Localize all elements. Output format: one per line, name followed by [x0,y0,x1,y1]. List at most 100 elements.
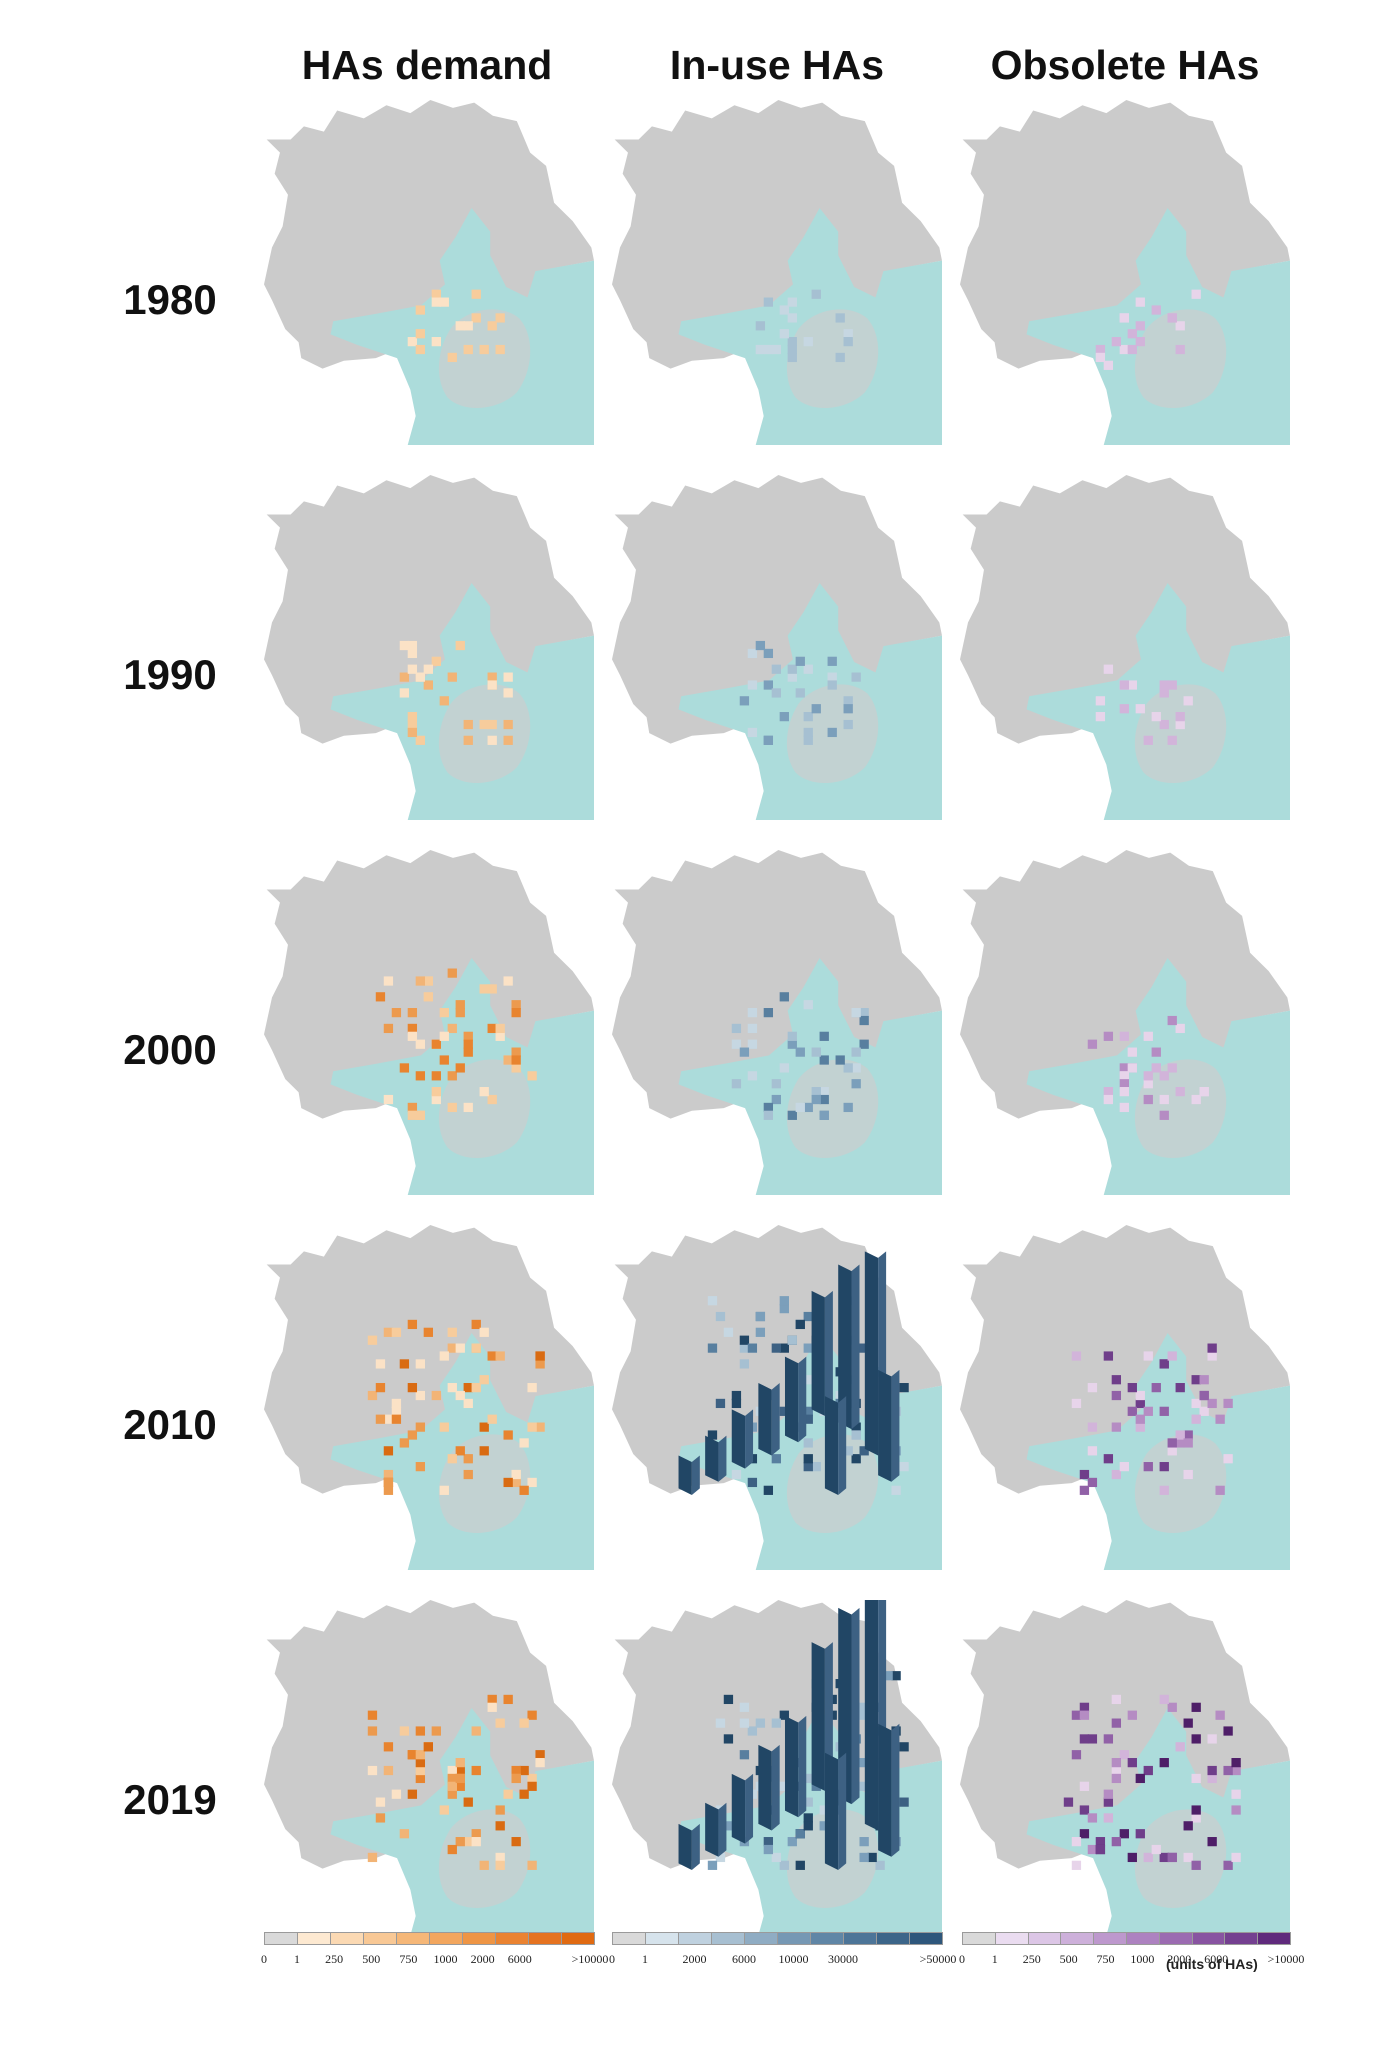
grid-cell [1175,1438,1185,1448]
grid-cell [399,1063,410,1073]
grid-cell [803,1375,813,1385]
grid-cell [471,1383,481,1393]
grid-cell [739,696,750,706]
grid-cell [471,1829,481,1839]
grid-cell [479,719,489,730]
grid-cell [503,976,513,986]
grid-cell [527,1710,537,1720]
grid-cell [415,976,426,986]
grid-cell [495,1860,505,1870]
grid-cell [1183,1821,1193,1831]
grid-cell [463,1031,473,1041]
legend-swatch [462,1932,496,1945]
grid-cell [511,1047,521,1057]
legend-tick-label: 1 [642,1952,648,1966]
grid-cell [527,1860,537,1870]
legend-swatch [264,1932,298,1945]
grid-cells [375,968,537,1120]
grid-cell [779,1296,789,1306]
grid-cell [431,1390,441,1401]
grid-cell [739,1335,750,1345]
grid-cell [511,1008,521,1018]
legend-swatch [429,1932,463,1945]
grid-cell [1111,1837,1122,1847]
grid-cell [1119,1063,1129,1073]
grid-cell [899,1797,909,1807]
grid-cell [835,313,845,323]
map-obsolete-2019 [960,1600,1290,1945]
grid-cell [455,1765,465,1776]
grid-cell [407,712,418,722]
grid-cell [503,1694,513,1705]
grid-cell [875,1860,885,1870]
grid-cell [367,1765,378,1776]
grid-cell [1135,1829,1145,1839]
grid-cell [1167,1015,1177,1026]
grid-cell [487,1702,497,1712]
grid-cell [891,1671,901,1681]
grid-cell [755,344,766,355]
grid-cell [1143,1852,1153,1863]
legend-tick-label: 250 [1022,1952,1041,1966]
grid-cell [1159,719,1169,730]
grid-cell [391,1008,402,1018]
grid-cell [383,1414,394,1424]
grid-cell [771,1718,781,1728]
grid-cells [407,289,505,363]
legend-swatch [1158,1932,1193,1945]
grid-cell [383,1485,394,1495]
grid-cell [811,704,821,714]
grid-cell [851,1079,861,1089]
grid-cell [787,297,797,307]
grid-cell [1135,321,1145,331]
grid-cell [1071,1710,1082,1720]
grid-cell [747,680,758,690]
legend-tick-label: 2000 [682,1952,707,1966]
grid-cell [415,1765,426,1776]
grid-cell [1103,1031,1114,1041]
grid-cell [1215,1414,1225,1424]
legend-swatch [876,1932,910,1945]
grid-cells [1063,1694,1241,1870]
grid-cell [1111,1718,1122,1728]
grid-cell [1159,1485,1169,1495]
grid-cell [471,1343,481,1353]
grid-cell [851,1430,861,1440]
extruded-column [678,1455,692,1495]
grid-cell [779,712,789,722]
grid-cell [843,329,853,339]
grid-cell [1143,1094,1153,1105]
harbor-landmass [1134,684,1227,783]
grid-cell [803,1797,813,1807]
grid-cell [407,1750,418,1760]
legend-swatch [330,1932,364,1945]
grid-cell [455,1758,465,1768]
grid-cell [503,735,513,745]
grid-cell [891,1485,901,1495]
grid-cell [811,1047,821,1057]
grid-cell [723,1821,734,1831]
grid-cell [739,1718,750,1728]
legend-tick-label: 6000 [507,1952,532,1966]
grid-cell [779,1860,789,1870]
grid-cell [771,1454,781,1464]
grid-cell [1207,1773,1217,1784]
grid-cell [399,1726,410,1736]
grid-cell [803,712,813,722]
grid-cell [383,1327,394,1337]
legend-tick-label: 30000 [828,1952,858,1966]
grid-cell [1127,1047,1137,1057]
grid-cell [1159,1359,1169,1369]
grid-cell [447,352,457,363]
grid-cell [399,1829,410,1839]
grid-cell [747,1023,758,1034]
grid-cell [1135,1773,1145,1784]
grid-cell [1207,1734,1217,1744]
grid-cell [375,1359,386,1369]
grid-cell [1183,1718,1193,1728]
grid-cell [479,1087,489,1097]
grid-cell [495,313,505,323]
grid-cell [779,305,789,315]
grid-cell [1103,1094,1114,1105]
grid-cell [1159,1110,1169,1120]
